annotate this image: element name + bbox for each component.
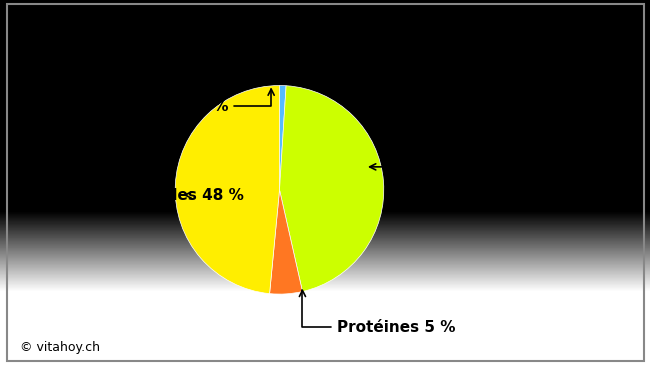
Text: Glucides 45 %: Glucides 45 % — [370, 160, 509, 174]
Text: Lipides 48 %: Lipides 48 % — [136, 188, 244, 203]
Wedge shape — [270, 190, 302, 294]
Wedge shape — [176, 85, 280, 293]
Text: Distribution de calories: Tradition Nusshörnli (Migros): Distribution de calories: Tradition Nuss… — [20, 18, 566, 36]
Wedge shape — [280, 86, 384, 292]
Text: © vitahoy.ch: © vitahoy.ch — [20, 341, 99, 354]
Text: Fibres 1 %: Fibres 1 % — [138, 89, 274, 114]
Text: Protéines 5 %: Protéines 5 % — [300, 291, 456, 335]
Wedge shape — [280, 85, 286, 190]
